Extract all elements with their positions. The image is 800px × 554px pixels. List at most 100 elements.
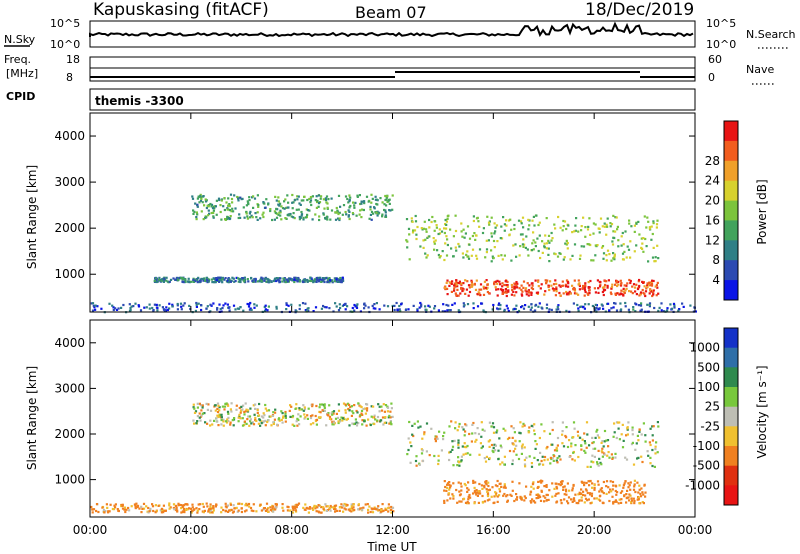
data-cell — [296, 277, 299, 280]
data-cell — [406, 246, 409, 249]
data-cell — [274, 408, 277, 411]
data-cell — [370, 210, 374, 213]
data-cell — [532, 487, 535, 490]
data-cell — [204, 198, 207, 201]
data-cell — [458, 490, 461, 493]
data-cell — [638, 502, 641, 505]
data-cell — [644, 440, 647, 443]
data-cell — [237, 197, 240, 200]
data-cell — [306, 414, 309, 417]
data-cell — [484, 286, 487, 289]
data-cell — [551, 482, 554, 485]
data-cell — [629, 488, 632, 491]
data-cell — [125, 508, 128, 511]
data-cell — [453, 284, 456, 287]
data-cell — [216, 307, 219, 310]
data-cell — [635, 293, 638, 296]
data-cell — [389, 420, 392, 423]
data-cell — [493, 283, 496, 286]
data-cell — [637, 439, 640, 442]
data-cell — [496, 240, 499, 243]
data-cell — [587, 225, 590, 228]
data-cell — [337, 212, 340, 216]
data-cell — [220, 506, 223, 509]
data-cell — [520, 498, 523, 501]
data-cell — [256, 408, 259, 412]
data-cell — [495, 492, 498, 495]
data-cell — [631, 433, 634, 436]
data-cell — [464, 484, 467, 487]
data-cell — [293, 278, 296, 281]
data-cell — [497, 288, 500, 291]
data-cell — [209, 505, 212, 508]
data-cell — [177, 504, 180, 507]
data-cell — [612, 501, 615, 504]
data-cell — [242, 206, 245, 209]
data-cell — [334, 277, 337, 280]
nsearch-tick-top: 10^5 — [706, 17, 736, 30]
data-cell — [92, 508, 96, 511]
data-cell — [494, 230, 497, 233]
data-cell — [339, 276, 342, 280]
data-cell — [315, 278, 318, 281]
data-cell — [528, 426, 531, 429]
data-cell — [574, 444, 577, 447]
colorbar-tick-label: -100 — [693, 439, 720, 453]
data-cell — [594, 436, 597, 439]
data-cell — [503, 492, 506, 496]
data-cell — [555, 487, 559, 490]
data-cell — [173, 508, 176, 511]
data-cell — [228, 203, 231, 206]
data-cell — [408, 420, 411, 424]
data-cell — [449, 228, 452, 231]
data-cell — [689, 304, 692, 307]
data-cell — [386, 410, 389, 413]
data-cell — [165, 279, 168, 282]
data-cell — [584, 497, 588, 500]
data-cell — [256, 211, 259, 214]
data-cell — [176, 302, 179, 306]
data-cell — [354, 418, 357, 421]
data-cell — [573, 427, 576, 430]
data-cell — [595, 497, 598, 500]
data-cell — [612, 214, 615, 217]
data-cell — [259, 503, 262, 506]
data-cell — [449, 484, 452, 487]
data-cell — [293, 217, 296, 220]
data-cell — [520, 222, 523, 225]
data-cell — [625, 501, 628, 504]
data-cell — [544, 496, 547, 499]
data-cell — [577, 309, 580, 312]
data-cell — [199, 419, 202, 422]
data-cell — [266, 309, 269, 312]
data-cell — [217, 197, 221, 200]
data-cell — [538, 494, 541, 497]
data-cell — [136, 504, 140, 507]
data-cell — [256, 194, 259, 197]
data-cell — [279, 209, 282, 212]
data-cell — [505, 224, 508, 227]
data-cell — [306, 278, 309, 282]
data-cell — [597, 464, 600, 467]
data-cell — [472, 492, 475, 495]
data-cell — [327, 278, 330, 281]
data-cell — [409, 441, 412, 444]
data-cell — [565, 490, 568, 493]
data-cell — [530, 293, 533, 296]
data-cell — [349, 406, 352, 409]
data-cell — [437, 462, 440, 466]
data-cell — [361, 423, 364, 426]
data-cell — [157, 278, 160, 281]
data-cell — [180, 507, 183, 510]
data-cell — [347, 214, 350, 217]
data-cell — [571, 487, 574, 490]
data-cell — [447, 493, 450, 496]
data-cell — [142, 502, 146, 505]
data-cell — [496, 479, 499, 483]
data-cell — [320, 307, 323, 310]
data-cell — [507, 219, 511, 222]
data-cell — [210, 507, 214, 510]
data-cell — [531, 284, 534, 287]
data-cell — [560, 502, 563, 505]
data-cell — [614, 283, 617, 286]
